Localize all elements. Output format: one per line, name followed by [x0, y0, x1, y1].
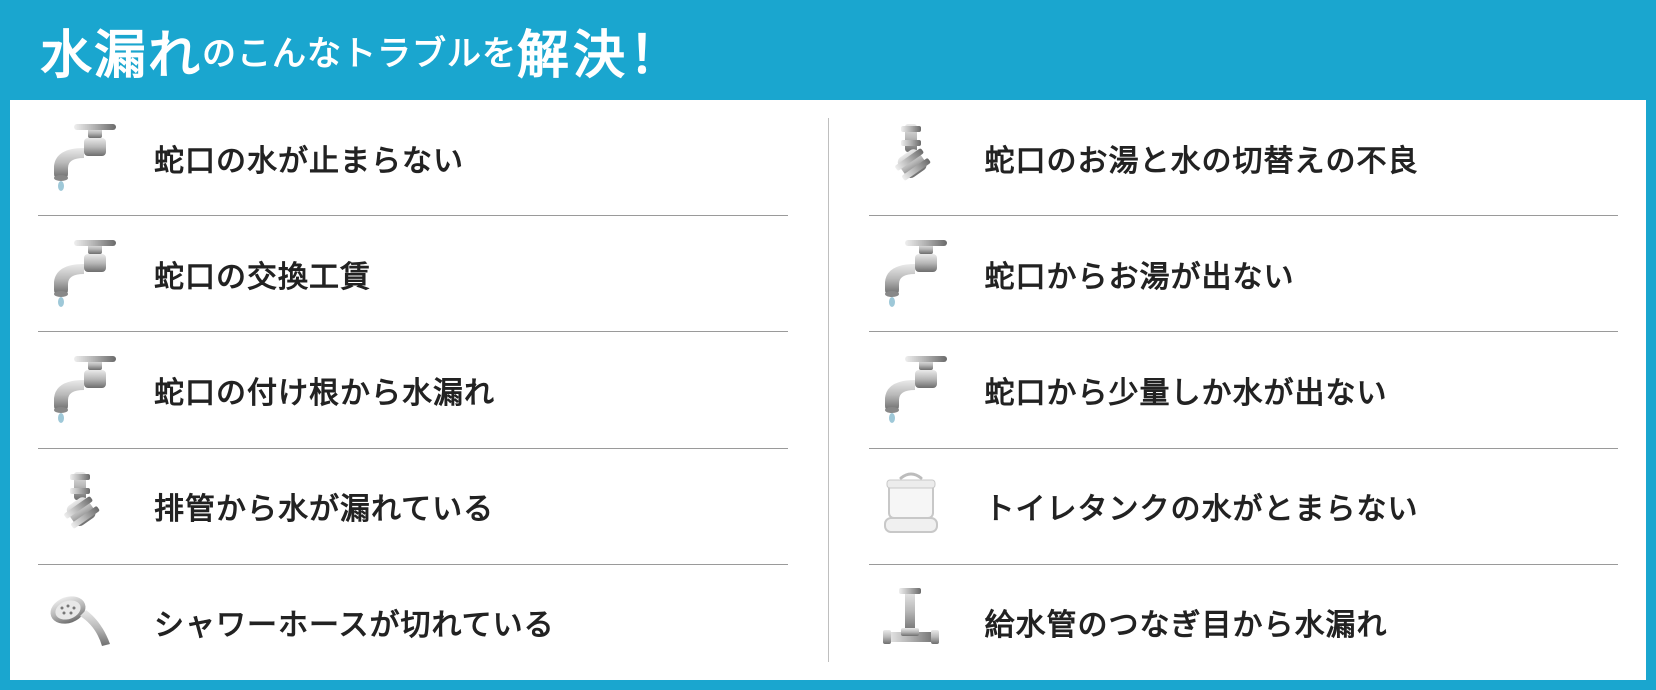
- valve-icon: [875, 586, 947, 658]
- faucet-icon: [44, 122, 116, 194]
- list-item: シャワーホースが切れている: [38, 565, 788, 680]
- list-item: 蛇口からお湯が出ない: [869, 216, 1619, 332]
- faucet-icon: [44, 354, 116, 426]
- pipe-icon: [875, 122, 947, 194]
- item-label: 蛇口から少量しか水が出ない: [985, 368, 1388, 412]
- list-item: トイレタンクの水がとまらない: [869, 449, 1619, 565]
- item-label: 給水管のつなぎ目から水漏れ: [985, 600, 1388, 644]
- header-part1: 水漏れ: [40, 13, 202, 88]
- faucet-icon: [875, 354, 947, 426]
- list-item: 蛇口の交換工賃: [38, 216, 788, 332]
- list-item: 蛇口の付け根から水漏れ: [38, 332, 788, 448]
- toilet-icon: [875, 470, 947, 542]
- item-label: 排管から水が漏れている: [154, 484, 494, 528]
- faucet-icon: [875, 238, 947, 310]
- header-part2: のこんなトラブルを: [202, 26, 517, 75]
- item-label: 蛇口の交換工賃: [154, 252, 371, 296]
- shower-icon: [44, 586, 116, 658]
- list-item: 給水管のつなぎ目から水漏れ: [869, 565, 1619, 680]
- card-body: 蛇口の水が止まらない 蛇口の交換工賃 蛇口の付け根から水漏れ 排管から水が漏れて…: [10, 100, 1646, 680]
- item-label: 蛇口の水が止まらない: [154, 136, 464, 180]
- item-label: シャワーホースが切れている: [154, 600, 555, 644]
- item-label: 蛇口からお湯が出ない: [985, 252, 1295, 296]
- list-item: 蛇口のお湯と水の切替えの不良: [869, 100, 1619, 216]
- item-label: トイレタンクの水がとまらない: [985, 484, 1419, 528]
- card-header: 水漏れ のこんなトラブルを 解決！: [10, 0, 1646, 100]
- header-part3: 解決！: [517, 13, 685, 88]
- list-item: 蛇口から少量しか水が出ない: [869, 332, 1619, 448]
- item-label: 蛇口の付け根から水漏れ: [154, 368, 495, 412]
- pipe-icon: [44, 470, 116, 542]
- right-column: 蛇口のお湯と水の切替えの不良 蛇口からお湯が出ない 蛇口から少量しか水が出ない …: [829, 100, 1619, 680]
- trouble-card: 水漏れ のこんなトラブルを 解決！ 蛇口の水が止まらない 蛇口の交換工賃 蛇口の…: [0, 0, 1656, 690]
- item-label: 蛇口のお湯と水の切替えの不良: [985, 136, 1419, 180]
- left-column: 蛇口の水が止まらない 蛇口の交換工賃 蛇口の付け根から水漏れ 排管から水が漏れて…: [38, 100, 828, 680]
- faucet-icon: [44, 238, 116, 310]
- list-item: 排管から水が漏れている: [38, 449, 788, 565]
- list-item: 蛇口の水が止まらない: [38, 100, 788, 216]
